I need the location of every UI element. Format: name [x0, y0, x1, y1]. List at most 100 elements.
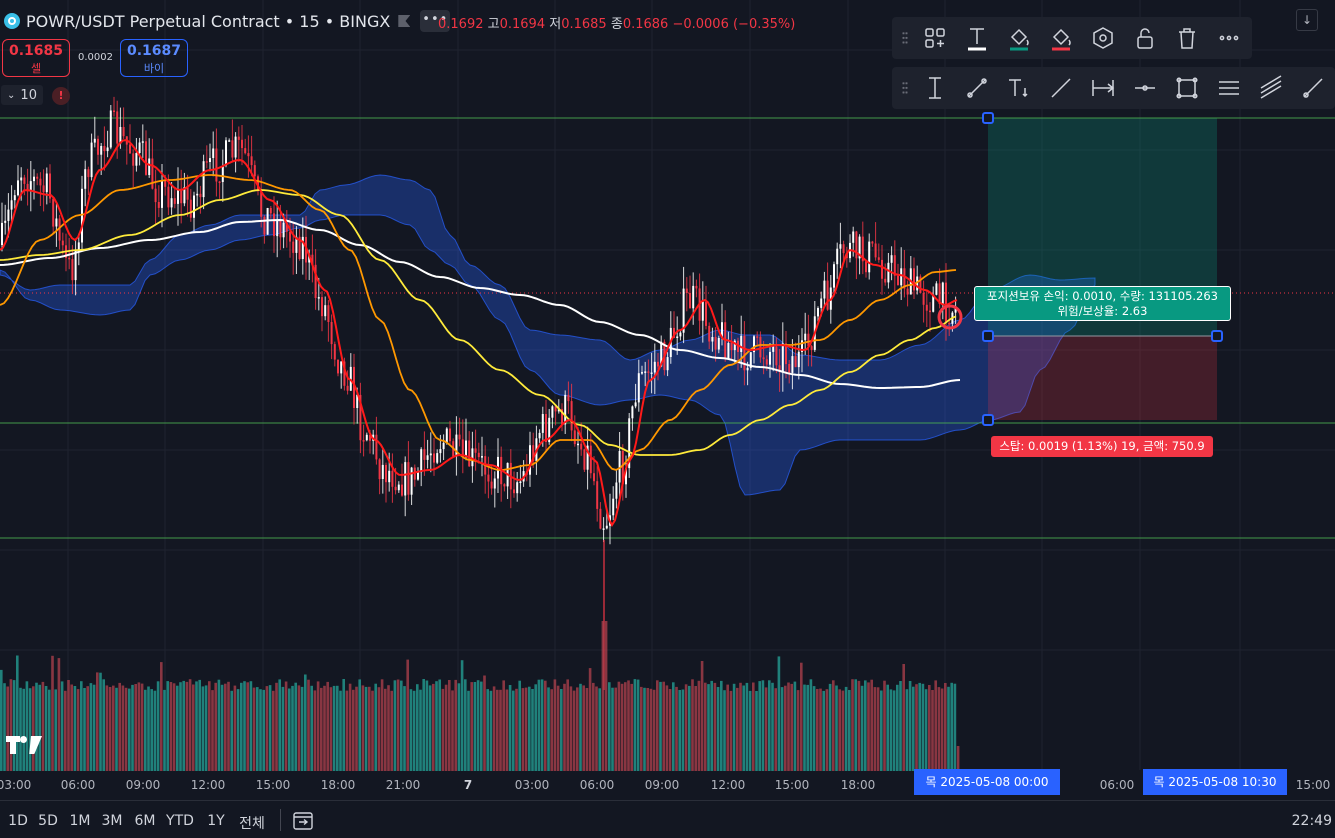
unlock-tool-button[interactable]	[1124, 17, 1166, 59]
volume-bar	[25, 681, 29, 771]
channel-tool-button[interactable]	[1250, 67, 1292, 109]
text-anchor-tool-button[interactable]	[998, 67, 1040, 109]
candle-body	[52, 198, 55, 227]
floating-toolbar-drawing[interactable]	[892, 67, 1335, 109]
volume-bar	[432, 683, 435, 771]
drag-handle-icon[interactable]	[892, 67, 914, 109]
candle-body	[477, 452, 480, 458]
range-button-1[interactable]: 1D	[8, 813, 28, 829]
fill-bucket-tool-button[interactable]	[998, 17, 1040, 59]
fill-bucket-red-tool-button[interactable]	[1040, 17, 1082, 59]
candle-body	[554, 406, 557, 412]
trend-line-tool-button[interactable]	[956, 67, 998, 109]
candle-body	[881, 259, 883, 279]
volume-bar	[320, 687, 323, 771]
volume-bar	[777, 656, 781, 771]
candle-body	[855, 231, 858, 259]
volume-bar	[864, 680, 867, 771]
horizontal-ray-tool-button[interactable]	[1124, 67, 1166, 109]
range-button-3[interactable]: 1M	[69, 813, 91, 829]
volume-bar	[361, 685, 365, 771]
clock[interactable]: 22:49	[1291, 813, 1332, 829]
position-info-label[interactable]: 포지션보유 손익: 0.0010, 수량: 131105.263 위험/보상율:…	[974, 286, 1231, 321]
flag-icon[interactable]	[398, 15, 411, 27]
candle-body	[893, 255, 896, 276]
sell-button[interactable]: 0.1685 셀	[2, 39, 70, 77]
candle-body	[423, 449, 426, 460]
candle-body	[449, 428, 451, 442]
candle-body	[311, 254, 314, 265]
alert-icon[interactable]: !	[52, 87, 70, 105]
symbol-title[interactable]: POWR/USDT Perpetual Contract • 15 • BING…	[26, 11, 391, 31]
volume-bar	[137, 682, 141, 771]
drag-handle-icon[interactable]	[892, 17, 914, 59]
time-axis[interactable]: 03:00 06:00 09:00 12:00 15:00 18:00 21:00 7 03:0…	[0, 772, 1335, 798]
date-range-go-icon[interactable]	[292, 811, 314, 831]
volume-bar	[803, 684, 806, 771]
line-tool-button[interactable]	[1040, 67, 1082, 109]
candle-body	[561, 409, 563, 425]
candle-body	[913, 268, 915, 291]
candle-body	[900, 268, 903, 286]
range-button-6[interactable]: YTD	[166, 813, 194, 829]
candle-body	[637, 373, 640, 403]
candle-body	[503, 484, 506, 487]
quantity-selector[interactable]: ⌄ 10	[1, 85, 43, 105]
candle-body	[324, 305, 327, 317]
ray-tool-button[interactable]	[1292, 67, 1334, 109]
volume-bar	[355, 686, 358, 771]
buy-button[interactable]: 0.1687 바이	[120, 39, 188, 77]
volume-bar	[233, 685, 237, 771]
candle-body	[625, 468, 627, 485]
range-button-4[interactable]: 3M	[101, 813, 123, 829]
volume-bar	[224, 683, 227, 771]
volume-bar	[156, 681, 160, 771]
tradingview-logo-icon[interactable]	[6, 736, 42, 756]
range-button-8[interactable]: 전체	[239, 816, 265, 832]
plus-grid-tool-button[interactable]	[914, 17, 956, 59]
volume-bar	[240, 682, 243, 771]
volume-bar	[614, 687, 617, 771]
range-button-2[interactable]: 5D	[38, 813, 58, 829]
vertical-measure-tool-button[interactable]	[914, 67, 956, 109]
candle-body	[410, 467, 413, 495]
date-range-tool-button[interactable]	[1082, 67, 1124, 109]
more-tool-button[interactable]	[1208, 17, 1250, 59]
rectangle-tool-button[interactable]	[1166, 67, 1208, 109]
candle-body	[586, 445, 589, 470]
candle-body	[337, 359, 339, 374]
volume-bar	[134, 684, 137, 771]
ema-slow-line	[0, 189, 957, 456]
candle-body	[362, 440, 365, 442]
volume-bar	[646, 688, 649, 771]
candle-body	[314, 264, 317, 298]
range-button-7[interactable]: 1Y	[207, 813, 225, 829]
floating-toolbar-top[interactable]	[892, 17, 1252, 59]
volume-bar	[310, 685, 313, 771]
volume-bar	[115, 687, 118, 771]
volume-bar	[691, 679, 694, 771]
trash-tool-button[interactable]	[1166, 17, 1208, 59]
candle-body	[186, 187, 189, 200]
range-button-5[interactable]: 6M	[134, 813, 156, 829]
candle-body	[221, 165, 224, 182]
legend-more-button[interactable]: •••	[420, 10, 451, 32]
volume-bar	[617, 681, 621, 771]
candle-body	[39, 178, 42, 186]
candle-body	[100, 146, 103, 155]
text-tool-button[interactable]	[956, 17, 998, 59]
volume-bar	[352, 689, 355, 771]
volume-bar	[73, 686, 77, 771]
stop-loss-label[interactable]: 스탑: 0.0019 (1.13%) 19, 금액: 750.9	[991, 436, 1213, 457]
candle-body	[682, 288, 685, 333]
candle-body	[177, 188, 179, 204]
scroll-down-button[interactable]: ↓	[1296, 9, 1318, 31]
volume-bar	[880, 690, 883, 771]
candle-body	[468, 440, 471, 467]
parallel-lines-tool-button[interactable]	[1208, 67, 1250, 109]
volume-bar	[540, 679, 544, 771]
volume-bar	[57, 658, 61, 771]
hexagon-tool-button[interactable]	[1082, 17, 1124, 59]
